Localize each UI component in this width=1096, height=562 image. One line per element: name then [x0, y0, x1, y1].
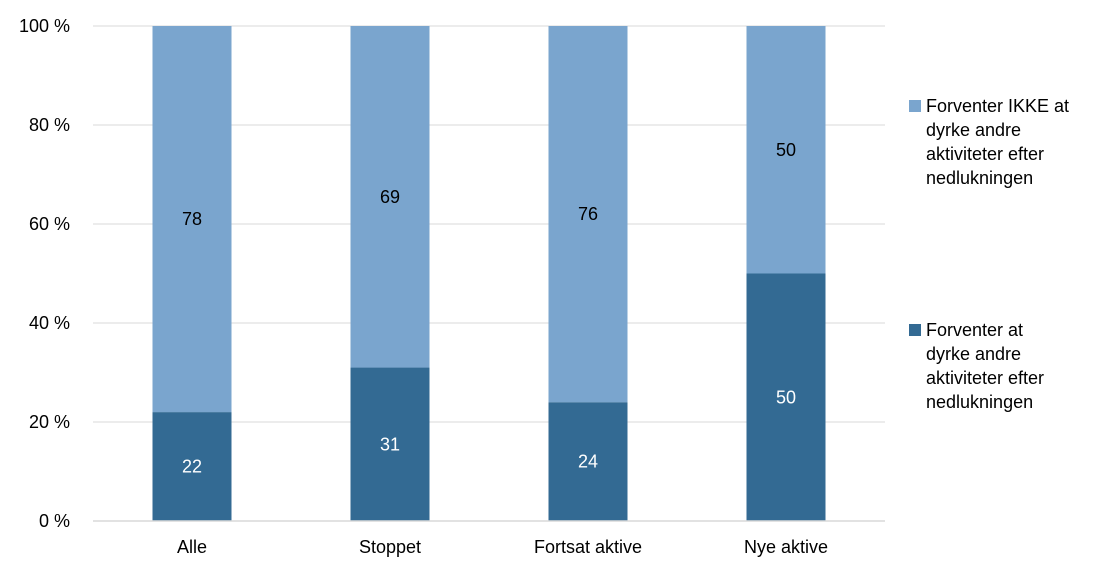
data-label: 50 [776, 387, 796, 407]
x-tick-label: Stoppet [359, 537, 421, 557]
data-label: 78 [182, 209, 202, 229]
bar-segment-forventer [350, 367, 430, 521]
data-label: 31 [380, 434, 400, 454]
bar-segment-forventer [152, 412, 232, 521]
x-tick-label: Alle [177, 537, 207, 557]
legend-label-line: nedlukningen [926, 168, 1033, 188]
data-label: 69 [380, 187, 400, 207]
bar-segment-forventer-ikke [152, 26, 232, 413]
bar-segment-forventer-ikke [548, 26, 628, 403]
legend-item-forventer-ikke: Forventer IKKE at dyrke andre aktiviteter … [909, 96, 1069, 188]
data-label: 24 [578, 452, 598, 472]
bar-segment-forventer-ikke [746, 26, 826, 274]
legend-swatch [909, 324, 921, 336]
legend-item-forventer: Forventer at dyrke andre aktiviteter efter… [909, 320, 1044, 412]
legend-label-line: aktiviteter efter [926, 368, 1044, 388]
y-tick-label: 20 % [29, 412, 70, 432]
y-tick-label: 40 % [29, 313, 70, 333]
y-tick-label: 0 % [39, 511, 70, 531]
y-tick-label: 80 % [29, 115, 70, 135]
legend-label-line: dyrke andre [926, 344, 1021, 364]
data-label: 76 [578, 204, 598, 224]
label-layer: 22 78 31 69 24 76 50 50 [182, 140, 796, 477]
bar-segment-forventer-ikke [350, 26, 430, 368]
legend-swatch [909, 100, 921, 112]
legend-label-line: dyrke andre [926, 120, 1021, 140]
axis-layer: 0 % 20 % 40 % 60 % 80 % 100 % Alle Stoppet Forts… [19, 16, 885, 557]
bar-segment-forventer [548, 402, 628, 521]
y-tick-label: 60 % [29, 214, 70, 234]
bar-layer [152, 26, 826, 521]
y-tick-label: 100 % [19, 16, 70, 36]
legend-label-line: aktiviteter efter [926, 144, 1044, 164]
data-label: 50 [776, 140, 796, 160]
x-tick-label: Fortsat aktive [534, 537, 642, 557]
x-tick-label: Nye aktive [744, 537, 828, 557]
bar-segment-forventer [746, 273, 826, 521]
legend-layer: Forventer IKKE at dyrke andre aktiviteter … [909, 96, 1069, 412]
data-label: 22 [182, 457, 202, 477]
legend-label-line: Forventer at [926, 320, 1023, 340]
legend-label-line: Forventer IKKE at [926, 96, 1069, 116]
legend-label-line: nedlukningen [926, 392, 1033, 412]
